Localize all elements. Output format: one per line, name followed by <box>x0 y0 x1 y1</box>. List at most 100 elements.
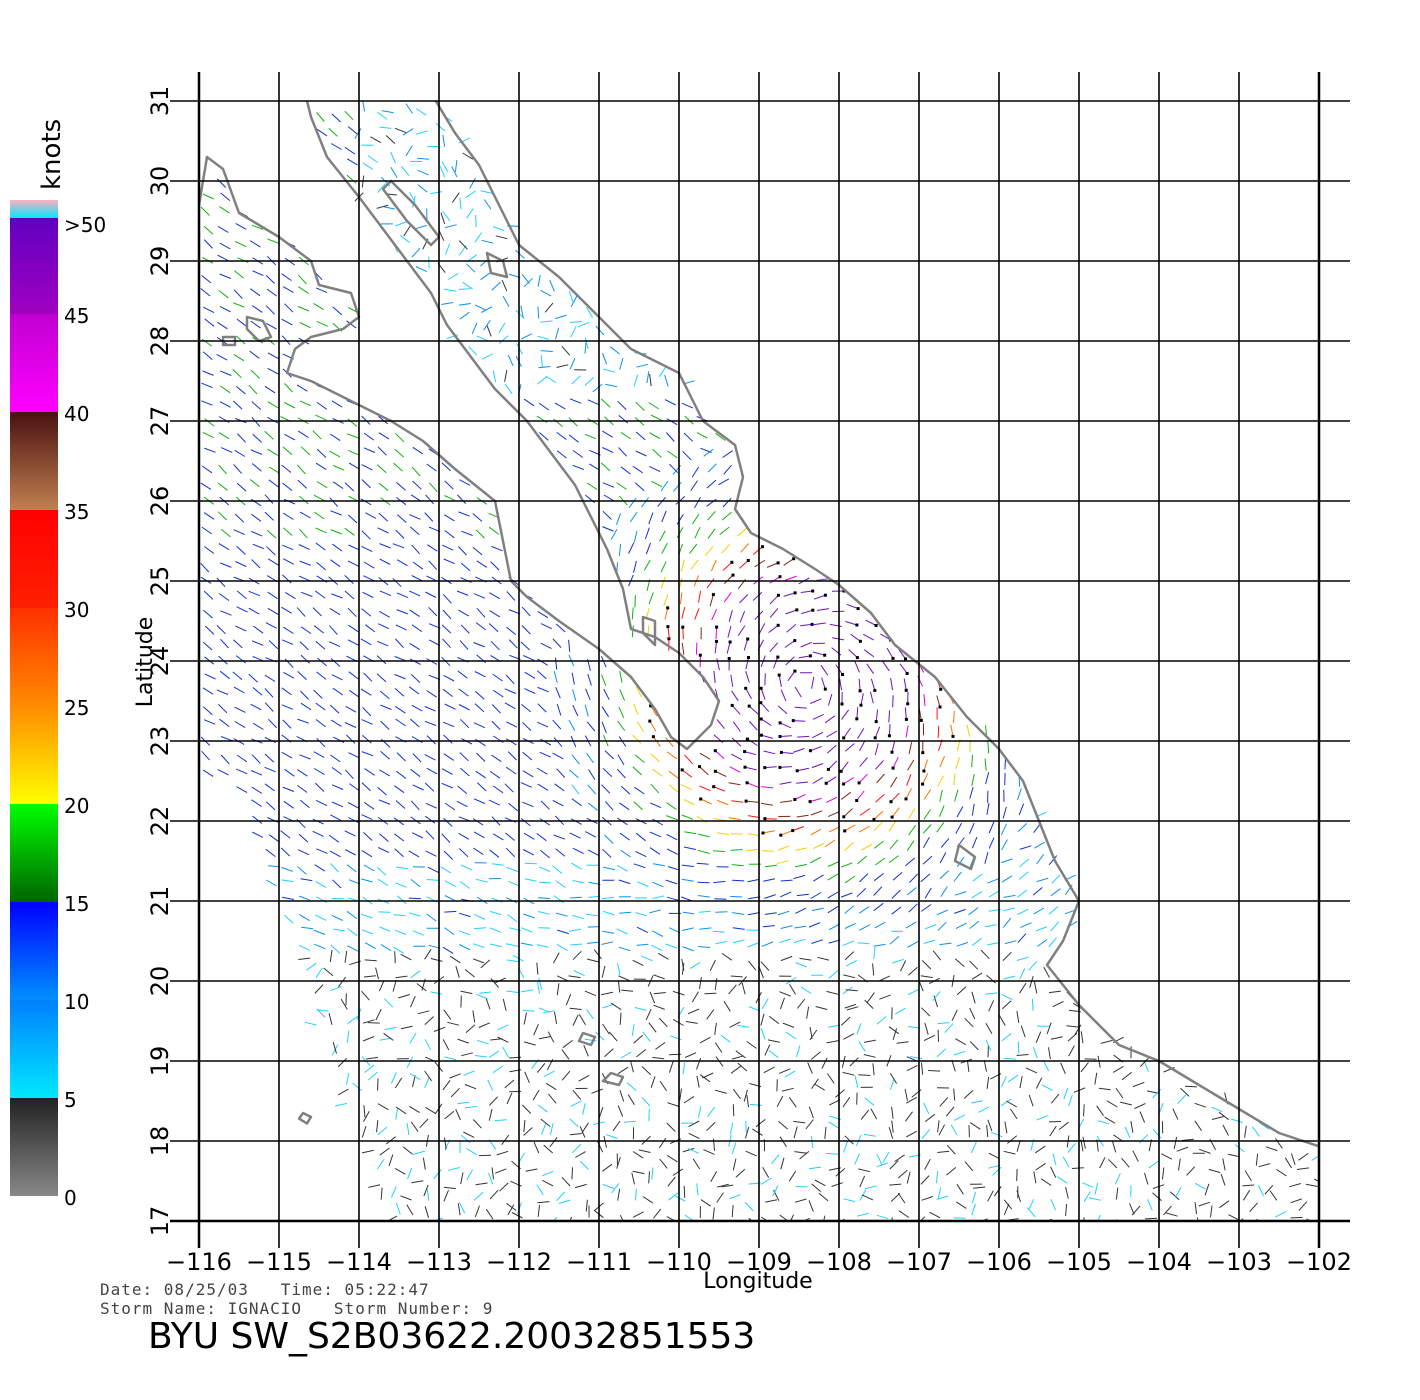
wind-vector <box>728 817 741 820</box>
wind-vector <box>330 986 342 992</box>
wind-vector <box>297 671 307 680</box>
wind-vector <box>620 849 631 858</box>
wind-vector <box>395 1107 399 1120</box>
wind-vector <box>219 670 230 680</box>
wind-vector <box>881 660 890 672</box>
wind-vector <box>730 753 743 761</box>
wind-vector <box>780 891 792 898</box>
wind-vector <box>687 1008 700 1015</box>
wind-vector <box>252 815 263 824</box>
wind-vector <box>380 944 392 952</box>
wind-vector <box>488 1108 493 1121</box>
wind-vector <box>267 558 279 566</box>
wind-vector <box>401 165 410 176</box>
wind-vector <box>648 592 654 605</box>
rain-flag-marker <box>904 797 908 801</box>
wind-vector <box>634 595 636 608</box>
wind-vector <box>476 752 486 762</box>
wind-vector <box>939 789 943 802</box>
wind-vector <box>1020 1025 1026 1038</box>
wind-vector <box>409 1032 417 1044</box>
wind-vector <box>366 1056 379 1060</box>
wind-vector <box>523 1041 536 1046</box>
wind-vector <box>700 798 712 805</box>
wind-vector <box>638 1149 651 1153</box>
wind-vector <box>538 402 550 411</box>
rain-flag-marker <box>904 688 908 692</box>
wind-vector <box>843 777 855 785</box>
wind-vector <box>696 862 709 865</box>
wind-vector <box>396 770 407 779</box>
wind-vector <box>666 802 677 810</box>
wind-vector <box>315 967 323 979</box>
wind-vector <box>723 1000 731 1012</box>
wind-vector <box>843 1141 849 1153</box>
wind-vector <box>827 693 833 706</box>
wind-vector <box>1290 1198 1302 1204</box>
wind-vector <box>552 865 563 874</box>
wind-vector <box>1163 1205 1172 1216</box>
wind-vector <box>411 466 421 477</box>
wind-vector <box>1052 1153 1057 1166</box>
wind-vector <box>922 837 930 848</box>
wind-vector <box>633 1034 643 1044</box>
wind-vector <box>665 737 674 748</box>
rain-flag-marker <box>791 719 795 723</box>
wind-vector <box>281 751 293 759</box>
wind-vector <box>773 1189 780 1201</box>
wind-vector <box>496 1150 509 1156</box>
wind-vector <box>732 1088 741 1100</box>
wind-vector <box>558 1199 571 1204</box>
wind-vector <box>383 1032 394 1041</box>
wind-vector <box>604 834 614 844</box>
wind-vector <box>889 1183 902 1186</box>
wind-vector <box>870 1108 878 1120</box>
wind-vector <box>455 966 460 978</box>
wind-vector <box>252 305 263 313</box>
wind-vector <box>538 866 551 872</box>
wind-vector <box>476 335 488 342</box>
wind-vector <box>203 239 213 249</box>
wind-vector <box>568 639 571 652</box>
rain-flag-marker <box>874 720 878 724</box>
wind-vector <box>873 840 884 849</box>
wind-vector <box>856 1023 862 1035</box>
wind-vector <box>392 577 402 588</box>
wind-vector <box>377 786 387 796</box>
wind-vector <box>921 1007 931 1017</box>
wind-vector <box>284 433 296 441</box>
wind-vector <box>660 480 669 492</box>
wind-vector <box>859 924 871 931</box>
wind-vector <box>821 677 826 690</box>
wind-vector <box>463 1070 475 1076</box>
wind-vector <box>426 735 436 745</box>
wind-vector <box>873 873 885 882</box>
wind-vector <box>906 1171 911 1184</box>
wind-vector <box>764 1044 771 1056</box>
wind-vector <box>385 135 396 144</box>
wind-vector <box>537 658 548 666</box>
wind-vector <box>761 998 769 1010</box>
wind-vector <box>985 1039 992 1052</box>
wind-vector <box>395 1202 401 1215</box>
wind-vector <box>747 878 760 883</box>
wind-vector <box>473 798 486 804</box>
wind-vector <box>234 721 246 729</box>
wind-vector <box>203 225 214 235</box>
wind-vector <box>520 305 524 318</box>
wind-vector <box>865 619 877 626</box>
wind-vector <box>458 288 471 290</box>
wind-vector <box>252 543 265 550</box>
wind-vector <box>394 673 406 680</box>
wind-vector <box>569 1118 579 1128</box>
wind-vector <box>634 1007 647 1011</box>
wind-vector <box>844 922 857 929</box>
wind-vector <box>264 783 275 792</box>
wind-vector <box>585 913 598 917</box>
wind-vector <box>842 1071 855 1076</box>
wind-vector <box>267 607 279 615</box>
wind-vector <box>752 591 763 601</box>
wind-vector <box>586 307 594 319</box>
wind-vector <box>878 975 891 982</box>
wind-vector <box>443 753 455 761</box>
